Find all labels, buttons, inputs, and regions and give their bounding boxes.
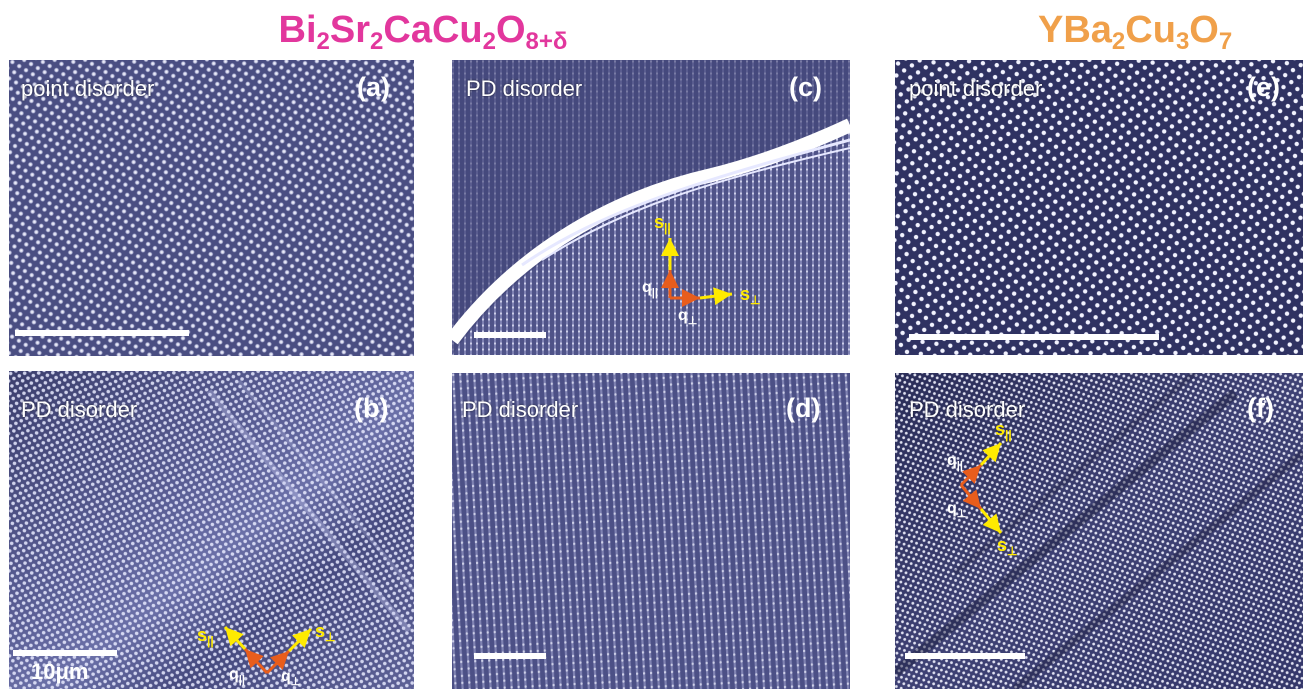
panel-d-texture [452, 373, 850, 689]
q-par-label: q|| [229, 666, 245, 686]
q-perp-label: q⊥ [678, 307, 697, 327]
panel-e: point disorder (e) [895, 60, 1303, 355]
s-perp-label: s⊥ [315, 621, 335, 644]
bscco-title: Bi2Sr2CaCu2O8+δ [278, 9, 568, 55]
s-perp-label: s⊥ [740, 284, 760, 307]
panel-d-tag: (d) [786, 393, 821, 423]
s-par-arrow [223, 625, 247, 651]
panel-f-texture [895, 373, 1303, 689]
q-perp-label: q⊥ [947, 500, 966, 520]
panel-e-tag: (e) [1247, 72, 1280, 102]
panel-c-tag: (c) [789, 72, 822, 102]
panel-f-scalebar [905, 653, 1025, 659]
s-perp-arrow [699, 287, 733, 306]
panel-a-scalebar [15, 330, 189, 336]
panel-f-tag: (f) [1247, 393, 1274, 423]
panel-b-scale-text: 10μm [31, 659, 89, 684]
panel-c-vectors: s|| s⊥ q|| q⊥ [642, 212, 760, 327]
panel-b: PD disorder (b) 10μm s|| s⊥ q|| q⊥ [9, 371, 414, 689]
s-par-label: s|| [654, 212, 671, 235]
panel-f: PD disorder (f) s|| s⊥ q|| q⊥ [895, 373, 1303, 689]
panel-a-label: point disorder [21, 76, 155, 101]
q-perp-arrow [265, 649, 291, 675]
s-par-label: s|| [197, 625, 214, 648]
q-par-label: q|| [642, 279, 658, 299]
s-par-arrow [979, 441, 1003, 467]
panel-f-label: PD disorder [909, 397, 1026, 422]
ybco-title: YBa2Cu3O7 [1038, 9, 1233, 55]
panel-b-tag: (b) [354, 393, 389, 423]
panel-e-label: point disorder [909, 76, 1043, 101]
q-par-label: q|| [947, 452, 963, 472]
panel-a: point disorder (a) [9, 60, 414, 356]
q-perp-label: q⊥ [281, 668, 300, 688]
panel-b-scalebar [13, 650, 117, 656]
panel-c: PD disorder (c) s|| s⊥ q|| q⊥ [452, 60, 850, 355]
s-perp-arrow [979, 508, 1003, 534]
panel-e-scalebar [909, 334, 1159, 340]
q-perp-arrow [959, 484, 983, 510]
s-perp-arrow [287, 627, 313, 653]
panel-c-label: PD disorder [466, 76, 583, 101]
s-par-label: s|| [995, 419, 1012, 442]
panel-e-texture [895, 60, 1303, 355]
panel-f-vectors: s|| s⊥ q|| q⊥ [947, 419, 1017, 558]
s-perp-label: s⊥ [997, 535, 1017, 558]
panel-a-tag: (a) [357, 72, 390, 102]
panel-b-label: PD disorder [21, 397, 138, 422]
panel-c-scalebar [474, 332, 546, 338]
panel-b-texture [9, 371, 414, 689]
panel-a-texture [9, 60, 414, 356]
q-par-arrow [959, 463, 983, 487]
panel-b-vectors: s|| s⊥ q|| q⊥ [197, 621, 335, 688]
panel-d: PD disorder (d) [452, 373, 850, 689]
panel-d-label: PD disorder [462, 397, 579, 422]
q-par-arrow [243, 647, 269, 675]
panel-c-texture [452, 60, 850, 355]
panel-d-scalebar [474, 653, 546, 659]
